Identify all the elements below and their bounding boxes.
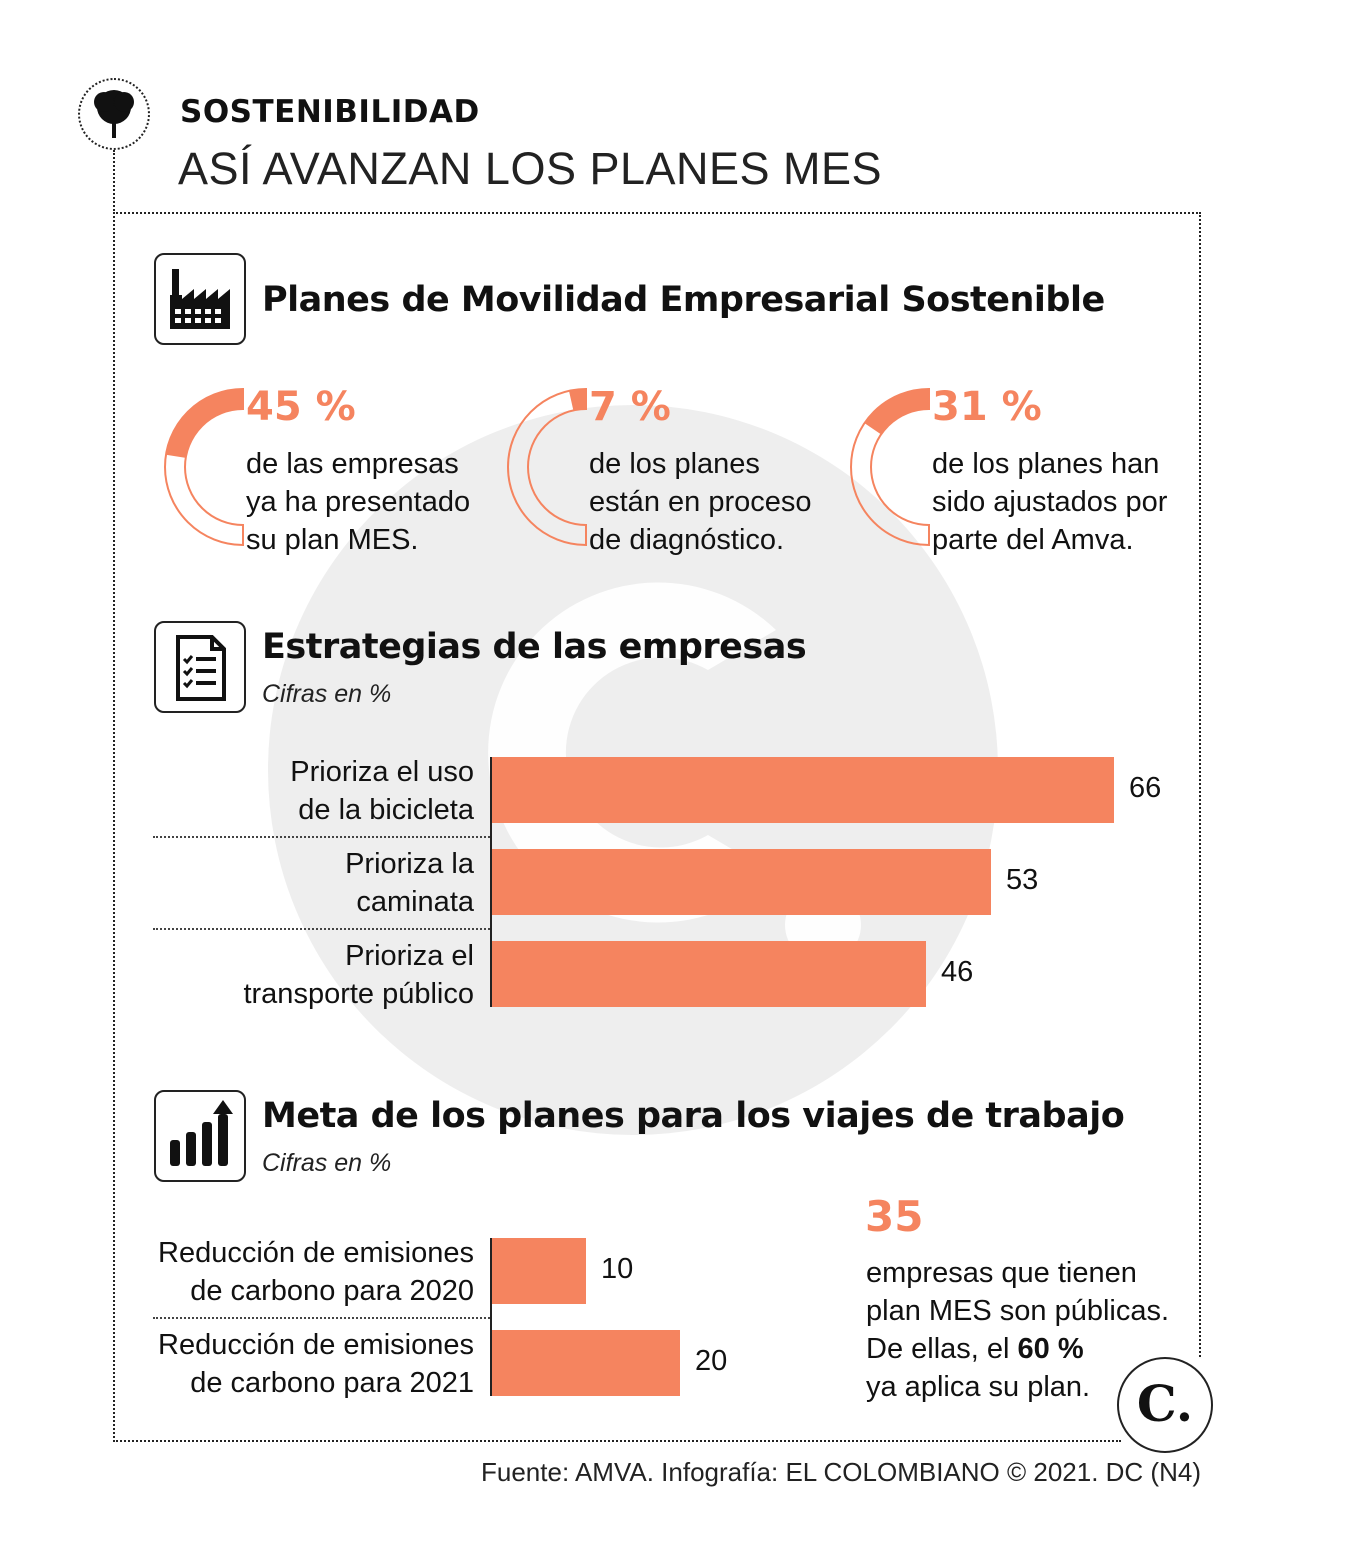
kicker-label: SOSTENIBILIDAD xyxy=(180,94,480,130)
bar-category-line: caminata xyxy=(356,886,474,918)
stat-description-line: sido ajustados por xyxy=(932,486,1168,518)
chart-axis xyxy=(490,1238,492,1396)
stat-description-line: de los planes xyxy=(589,448,760,480)
source-credit: Fuente: AMVA. Infografía: EL COLOMBIANO … xyxy=(481,1457,1201,1487)
stat-ring xyxy=(164,388,244,547)
bar-category-line: de la bicicleta xyxy=(298,794,474,826)
bar-category-label: Reducción de emisiones de carbono para 20… xyxy=(114,1234,474,1310)
note-line-1: empresas que tienen xyxy=(866,1257,1137,1289)
frame-border-left xyxy=(113,212,115,1442)
frame-border-bottom xyxy=(113,1440,1121,1442)
note-line-3-prefix: De ellas, el xyxy=(866,1333,1018,1365)
bar-value-label: 66 xyxy=(1129,772,1162,804)
logo-letter: C. xyxy=(1137,1374,1193,1433)
stat-ring-fill xyxy=(864,389,929,435)
note-text: empresas que tienen plan MES son pública… xyxy=(866,1254,1186,1406)
bar-value-label: 53 xyxy=(1006,864,1039,896)
stat-percentage: 7 % xyxy=(589,384,671,430)
stat-description-line: su plan MES. xyxy=(246,524,419,556)
header-connector-line xyxy=(113,150,115,214)
section-title-planes: Planes de Movilidad Empresarial Sostenib… xyxy=(262,280,1105,320)
row-divider xyxy=(153,836,490,838)
frame-border-top xyxy=(113,212,1201,214)
bar-category-line: de carbono para 2021 xyxy=(190,1367,474,1399)
chart-axis xyxy=(490,757,492,1007)
bar-category-line: Prioriza el uso xyxy=(290,756,474,788)
section-subtitle-meta: Cifras en % xyxy=(262,1149,392,1177)
checklist-document-icon xyxy=(176,635,226,701)
row-divider xyxy=(153,1317,490,1319)
stat-description-line: de las empresas xyxy=(246,448,459,480)
chart-bar xyxy=(492,849,991,915)
stat-description-line: están en proceso xyxy=(589,486,812,518)
chart-bar xyxy=(492,941,926,1007)
note-highlight: 60 % xyxy=(1017,1333,1084,1365)
bar-chart-arrow-icon xyxy=(170,1100,233,1166)
bar-category-line: transporte público xyxy=(243,978,474,1010)
stat-ring-fill xyxy=(568,389,586,411)
stat-percentage: 45 % xyxy=(246,384,356,430)
stat-description: de los planes han sido ajustados por parte… xyxy=(932,445,1182,559)
stat-description-line: parte del Amva. xyxy=(932,524,1134,556)
bar-value-label: 20 xyxy=(695,1345,728,1377)
bar-category-label: Prioriza el transporte público xyxy=(114,937,474,1013)
frame-border-right xyxy=(1199,212,1201,1357)
section-title-meta: Meta de los planes para los viajes de tr… xyxy=(262,1096,1125,1136)
stat-description-line: de los planes han xyxy=(932,448,1160,480)
note-line-4: ya aplica su plan. xyxy=(866,1371,1091,1403)
stat-ring xyxy=(507,388,587,547)
logo-mark: C. xyxy=(1137,1374,1193,1433)
el-colombiano-logo-icon: C. xyxy=(1117,1357,1213,1453)
bar-category-line: Reducción de emisiones xyxy=(158,1237,474,1269)
stat-description: de las empresas ya ha presentado su plan M… xyxy=(246,445,496,559)
tree-icon-badge xyxy=(78,78,150,150)
stat-description: de los planes están en proceso de diagnóst… xyxy=(589,445,839,559)
bar-chart-icon-box xyxy=(154,1090,246,1182)
row-divider xyxy=(153,928,490,930)
chart-bar xyxy=(492,757,1114,823)
bar-category-line: de carbono para 2020 xyxy=(190,1275,474,1307)
note-number: 35 xyxy=(865,1192,924,1241)
stat-ring-track xyxy=(507,388,587,547)
bar-category-line: Reducción de emisiones xyxy=(158,1329,474,1361)
stat-percentage: 31 % xyxy=(932,384,1042,430)
note-line-3: De ellas, el 60 % xyxy=(866,1330,1186,1368)
bar-category-label: Reducción de emisiones de carbono para 20… xyxy=(114,1326,474,1402)
bar-category-label: Prioriza el uso de la bicicleta xyxy=(114,753,474,829)
section-subtitle-estrategias: Cifras en % xyxy=(262,680,392,708)
bar-value-label: 10 xyxy=(601,1253,634,1285)
bar-category-line: Prioriza la xyxy=(345,848,474,880)
bar-category-line: Prioriza el xyxy=(345,940,474,972)
factory-icon-box xyxy=(154,253,246,345)
stat-ring-fill xyxy=(165,389,243,458)
chart-bar xyxy=(492,1238,586,1304)
bar-value-label: 46 xyxy=(941,956,974,988)
section-title-estrategias: Estrategias de las empresas xyxy=(262,627,807,667)
stat-description-line: de diagnóstico. xyxy=(589,524,785,556)
stat-description-line: ya ha presentado xyxy=(246,486,471,518)
bar-category-label: Prioriza la caminata xyxy=(114,845,474,921)
factory-icon xyxy=(170,269,230,329)
stat-ring xyxy=(850,388,930,547)
note-line-2: plan MES son públicas. xyxy=(866,1295,1170,1327)
chart-bar xyxy=(492,1330,680,1396)
checklist-icon-box xyxy=(154,621,246,713)
page-title: ASÍ AVANZAN LOS PLANES MES xyxy=(178,143,883,194)
tree-icon xyxy=(94,90,134,138)
